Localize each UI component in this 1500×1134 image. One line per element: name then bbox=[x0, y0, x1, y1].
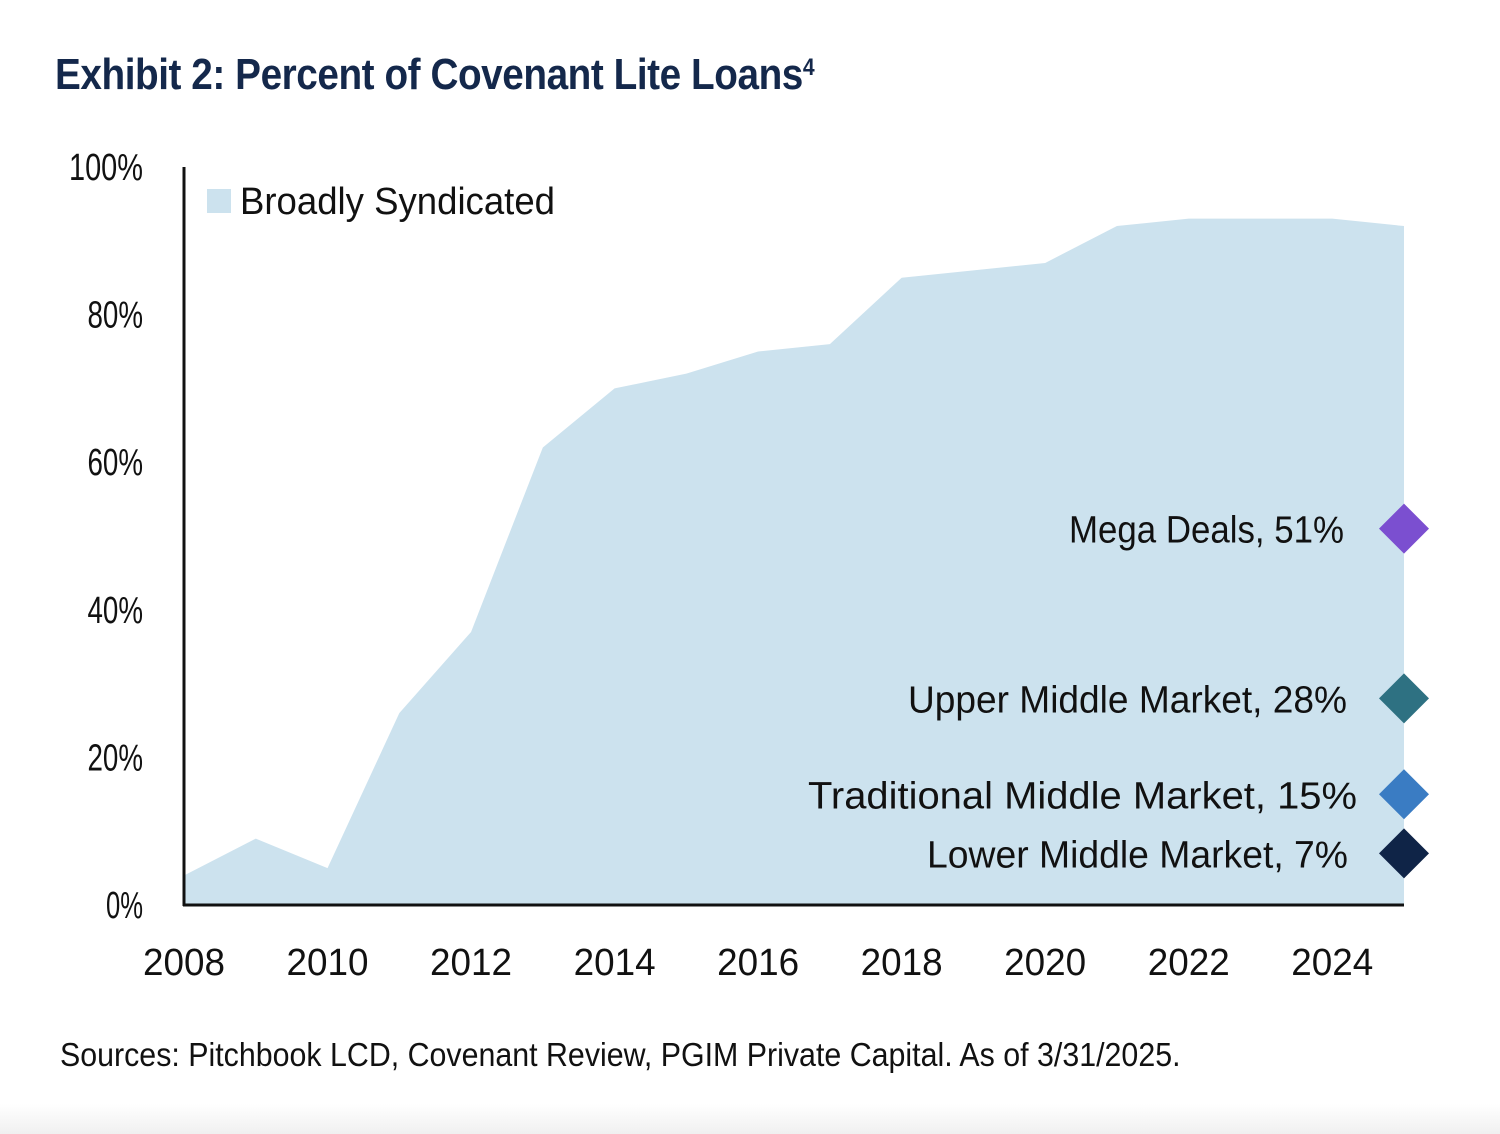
legend: Broadly Syndicated bbox=[207, 181, 555, 223]
title-footnote-marker: 4 bbox=[802, 54, 815, 81]
marker-diamond bbox=[1379, 828, 1429, 879]
y-tick-label: 60% bbox=[88, 442, 144, 484]
tick-layer: 0% 20% 40% 60% 80% 100% 2008 2010 2012 2014 2016 20… bbox=[69, 147, 1373, 984]
y-tick-label: 0% bbox=[106, 885, 143, 927]
area-layer bbox=[184, 218, 1404, 905]
legend-label: Broadly Syndicated bbox=[240, 181, 555, 223]
x-tick-label: 2022 bbox=[1148, 942, 1230, 984]
bottom-bar bbox=[0, 1104, 1500, 1134]
x-tick-label: 2012 bbox=[430, 942, 512, 984]
y-tick-label: 20% bbox=[88, 737, 144, 779]
marker-diamond bbox=[1379, 673, 1429, 724]
x-tick-label: 2014 bbox=[574, 942, 656, 984]
marker-layer: Mega Deals, 51% Upper Middle Market, 28% T… bbox=[808, 503, 1429, 879]
x-tick-label: 2020 bbox=[1004, 942, 1086, 984]
title-text: Exhibit 2: Percent of Covenant Lite Loan… bbox=[55, 50, 803, 99]
x-tick-label: 2016 bbox=[717, 942, 799, 984]
page-title: Exhibit 2: Percent of Covenant Lite Loan… bbox=[55, 50, 815, 100]
marker-label: Upper Middle Market, 28% bbox=[908, 679, 1347, 721]
marker-label: Lower Middle Market, 7% bbox=[927, 834, 1348, 876]
axis-layer bbox=[182, 167, 1404, 907]
x-tick-label: 2008 bbox=[143, 942, 225, 984]
source-note: Sources: Pitchbook LCD, Covenant Review,… bbox=[60, 1036, 1181, 1073]
marker-diamond bbox=[1379, 503, 1429, 554]
y-tick-label: 80% bbox=[88, 295, 144, 337]
marker-label: Traditional Middle Market, 15% bbox=[808, 775, 1357, 817]
y-tick-label: 40% bbox=[88, 590, 144, 632]
x-tick-label: 2024 bbox=[1291, 942, 1373, 984]
y-tick-label: 100% bbox=[69, 147, 143, 189]
area-broadly-syndicated bbox=[184, 218, 1404, 905]
legend-swatch bbox=[207, 189, 231, 213]
marker-diamond bbox=[1379, 769, 1429, 820]
x-tick-label: 2018 bbox=[861, 942, 943, 984]
marker-label: Mega Deals, 51% bbox=[1069, 510, 1344, 552]
x-tick-label: 2010 bbox=[287, 942, 369, 984]
